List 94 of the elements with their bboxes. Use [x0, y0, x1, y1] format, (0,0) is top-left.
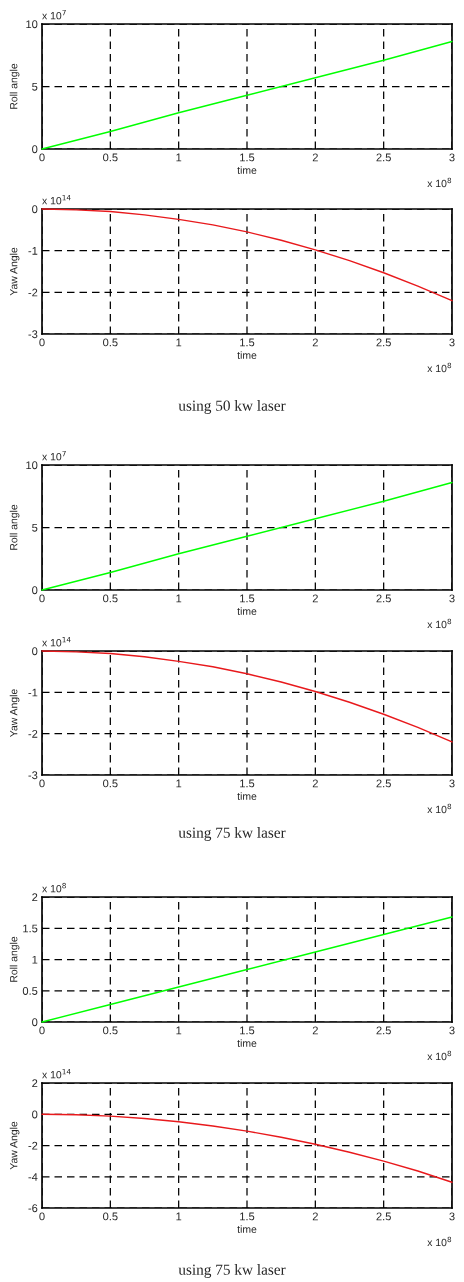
- text: x 10$^{14}$: [42, 636, 71, 647]
- y-tick-label: -2: [28, 1141, 38, 1150]
- x-tick-label: 0.5: [103, 153, 118, 162]
- y-tick-label: -4: [28, 1173, 38, 1181]
- x-tick-label: 1: [176, 594, 182, 603]
- x-tick-label: 0.5: [103, 779, 118, 788]
- y-tick-label: -6: [28, 1204, 38, 1213]
- x-axis-title: time: [237, 792, 257, 800]
- y-axis-title: Yaw Angle: [9, 247, 20, 296]
- y-tick-label: 0: [32, 647, 38, 656]
- y-tick-label: 0: [32, 1110, 38, 1119]
- y-tick-label: 0: [32, 205, 38, 214]
- text: using 75 kw laser: [178, 1264, 286, 1278]
- y-tick-label: -3: [28, 330, 38, 339]
- y-tick-label: -2: [28, 729, 38, 738]
- x-tick-label: 0: [39, 1026, 45, 1035]
- x-tick-label: 1.5: [240, 1212, 255, 1221]
- x-tick-label: 2.5: [376, 1212, 391, 1221]
- text: x 10$^{14}$: [42, 194, 71, 205]
- x-tick-label: 2: [312, 594, 318, 603]
- y-tick-label: 1: [32, 955, 38, 964]
- y-tick-label: 5: [32, 82, 38, 91]
- x-tick-label: 0.5: [103, 1212, 118, 1221]
- x-tick-label: 2.5: [376, 153, 391, 162]
- x-tick-label: 1: [176, 1026, 182, 1035]
- y-tick-label: 0: [32, 586, 38, 595]
- y-tick-label: -1: [28, 688, 38, 697]
- x-tick-label: 2: [312, 338, 318, 347]
- x-axis-title: time: [237, 1039, 257, 1047]
- y-tick-label: 2: [32, 1079, 38, 1088]
- y-axis-title: Yaw Angle: [9, 689, 20, 737]
- x-tick-label: 0: [39, 338, 45, 347]
- text: x 10$^{8}$: [42, 882, 66, 893]
- x-tick-label: 3: [449, 594, 455, 603]
- x-tick-label: 1.5: [240, 779, 255, 788]
- x-tick-label: 2: [312, 1212, 318, 1221]
- text: x 10$^{8}$: [427, 1236, 452, 1247]
- y-tick-label: 10: [26, 461, 38, 470]
- x-tick-label: 2: [312, 779, 318, 788]
- x-tick-label: 0.5: [103, 1026, 118, 1035]
- y-tick-label: -1: [28, 247, 38, 255]
- y-tick-label: -3: [28, 771, 38, 780]
- x-tick-label: 2.5: [376, 594, 391, 603]
- x-tick-label: 0: [39, 153, 45, 162]
- text: x 10$^{8}$: [427, 803, 452, 814]
- y-axis-title: Roll angle: [9, 63, 20, 109]
- text: x 10$^{8}$: [427, 177, 452, 188]
- x-tick-label: 1.5: [240, 1026, 255, 1035]
- text: x 10$^{8}$: [427, 362, 452, 373]
- y-axis-title: Roll angle: [9, 504, 20, 550]
- text: x 10$^{8}$: [427, 1050, 452, 1061]
- y-tick-label: 0: [32, 145, 38, 154]
- x-tick-label: 2.5: [376, 1026, 391, 1035]
- x-tick-label: 3: [449, 338, 455, 347]
- x-tick-label: 2: [312, 153, 318, 162]
- line-series: [41, 1113, 453, 1183]
- x-axis-title: time: [237, 1225, 257, 1233]
- x-axis-title: time: [237, 166, 257, 174]
- x-tick-label: 1: [176, 153, 182, 162]
- x-tick-label: 2.5: [376, 338, 391, 347]
- text: x 10$^{7}$: [42, 450, 66, 461]
- y-tick-label: 10: [26, 20, 38, 29]
- x-tick-label: 3: [449, 779, 455, 788]
- x-tick-label: 2: [312, 1026, 318, 1035]
- text: x 10$^{8}$: [427, 618, 452, 629]
- text: using 75 kw laser: [178, 827, 286, 841]
- x-axis-title: time: [237, 351, 257, 359]
- y-tick-label: 1.5: [23, 924, 38, 933]
- x-tick-label: 3: [449, 153, 455, 162]
- y-axis-title: Roll angle: [9, 936, 20, 982]
- y-tick-label: -2: [28, 288, 38, 297]
- x-tick-label: 1.5: [240, 338, 255, 347]
- text: x 10$^{14}$: [42, 1068, 71, 1079]
- x-tick-label: 0.5: [103, 594, 118, 603]
- x-tick-label: 1.5: [240, 153, 255, 162]
- x-axis-title: time: [237, 607, 257, 615]
- y-axis-title: Yaw Angle: [9, 1121, 20, 1170]
- x-tick-label: 1: [176, 779, 182, 788]
- text: x 10$^{7}$: [42, 9, 66, 20]
- y-tick-label: 0.5: [22, 987, 38, 995]
- x-tick-label: 1: [176, 338, 182, 347]
- x-tick-label: 0.5: [103, 338, 118, 347]
- x-tick-label: 1: [176, 1212, 182, 1221]
- x-tick-label: 2.5: [376, 779, 391, 788]
- x-tick-label: 0: [39, 594, 45, 603]
- x-tick-label: 1.5: [240, 594, 255, 603]
- y-tick-label: 0: [32, 1018, 38, 1027]
- x-tick-label: 3: [449, 1212, 455, 1221]
- text: using 50 kw laser: [178, 400, 286, 414]
- x-tick-label: 3: [449, 1026, 455, 1035]
- x-tick-label: 0: [39, 1212, 45, 1221]
- y-tick-label: 5: [32, 523, 38, 532]
- y-tick-label: 2: [32, 893, 38, 902]
- x-tick-label: 0: [39, 779, 45, 788]
